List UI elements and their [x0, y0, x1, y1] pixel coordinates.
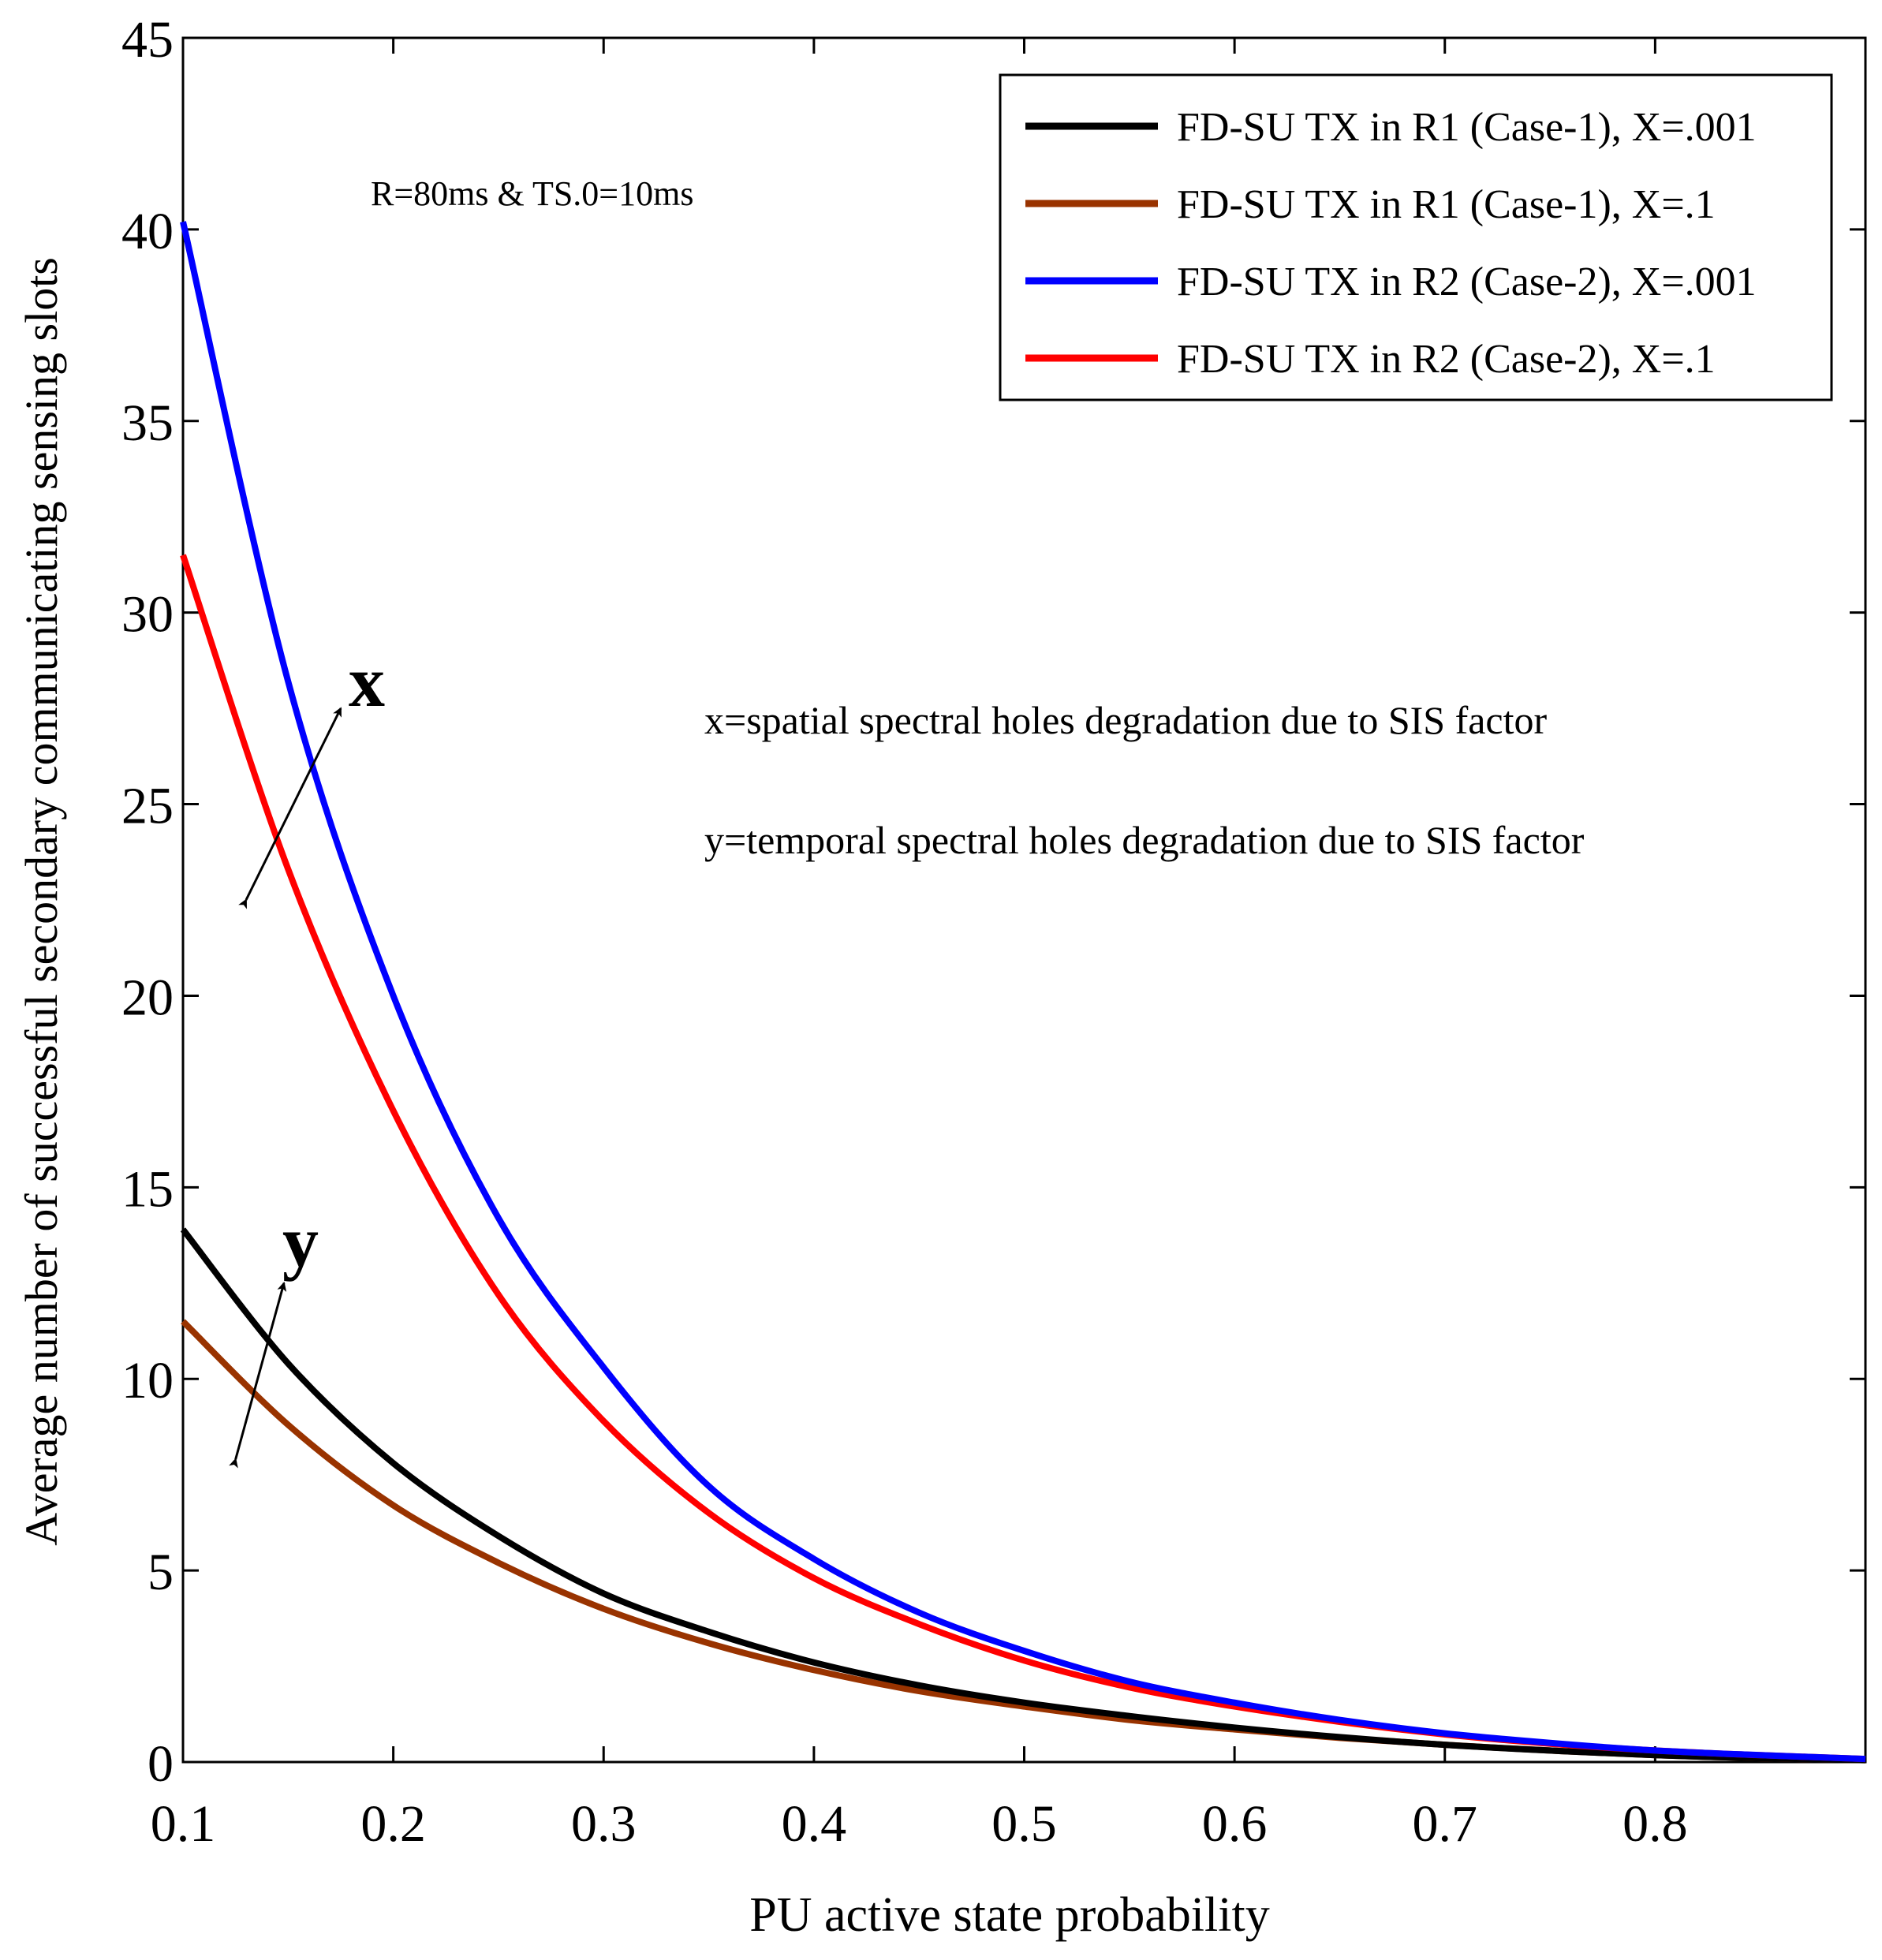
x-marker-label: x [349, 641, 385, 722]
y-marker-label: y [282, 1201, 319, 1282]
series-lines [180, 221, 1866, 1764]
x-tick-label: 0.8 [1622, 1795, 1688, 1853]
legend-label-1: FD-SU TX in R1 (Case-1), X=.001 [1177, 105, 1757, 150]
series-line-1 [180, 1227, 1866, 1764]
series-line-3 [180, 221, 1866, 1763]
y-tick-label: 35 [121, 394, 174, 452]
legend-label-3: FD-SU TX in R2 (Case-2), X=.001 [1177, 259, 1757, 304]
x-tick-label: 0.4 [782, 1795, 847, 1853]
y-tick-label: 5 [147, 1544, 174, 1601]
y-ticks: 0 5 10 15 20 25 30 35 40 45 [121, 11, 1865, 1793]
y-tick-label: 45 [121, 11, 174, 69]
y-degradation-arrow [229, 1281, 287, 1469]
x-tick-label: 0.2 [360, 1795, 426, 1853]
legend-label-4: FD-SU TX in R2 (Case-2), X=.1 [1177, 337, 1716, 382]
x-tick-label: 0.5 [991, 1795, 1057, 1853]
x-note-annotation: x=spatial spectral holes degradation due… [704, 698, 1548, 742]
y-tick-label: 30 [121, 586, 174, 644]
x-tick-label: 0.1 [151, 1795, 216, 1853]
y-tick-label: 25 [121, 778, 174, 835]
y-tick-label: 0 [147, 1735, 174, 1793]
x-axis-label: PU active state probability [749, 1888, 1269, 1942]
y-tick-label: 20 [121, 969, 174, 1026]
legend: FD-SU TX in R1 (Case-1), X=.001 FD-SU TX … [999, 73, 1833, 401]
x-tick-label: 0.6 [1202, 1795, 1268, 1853]
x-tick-label: 0.7 [1413, 1795, 1478, 1853]
y-tick-label: 15 [121, 1160, 174, 1218]
params-annotation: R=80ms & TS.0=10ms [371, 174, 693, 213]
x-degradation-arrow [238, 707, 342, 909]
y-note-annotation: y=temporal spectral holes degradation du… [704, 818, 1585, 862]
x-tick-label: 0.3 [571, 1795, 637, 1853]
y-tick-label: 40 [121, 203, 174, 260]
y-axis-label: Average number of successful secondary c… [16, 257, 67, 1546]
x-ticks: 0.1 0.2 0.3 0.4 0.5 0.6 0.7 0.8 [151, 38, 1688, 1853]
y-tick-label: 10 [121, 1352, 174, 1409]
legend-label-2: FD-SU TX in R1 (Case-1), X=.1 [1177, 182, 1716, 227]
